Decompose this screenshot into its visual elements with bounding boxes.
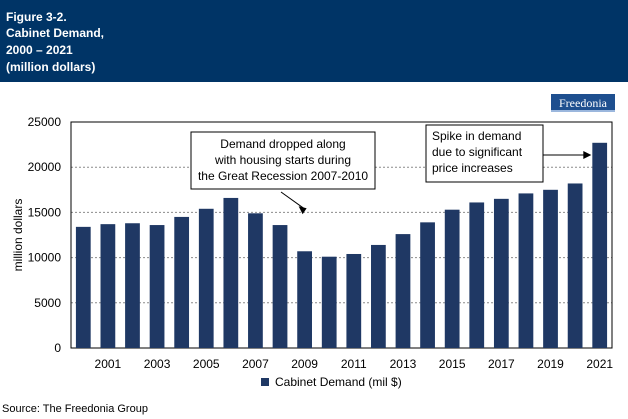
bar-2013 bbox=[395, 234, 411, 348]
bar-2014 bbox=[420, 222, 435, 348]
bar-2007 bbox=[248, 213, 263, 348]
bar-2003 bbox=[149, 225, 165, 348]
annotation-text-recession: with housing starts during bbox=[214, 153, 351, 167]
annotation-box-recession bbox=[190, 131, 376, 190]
figure-header: Figure 3-2. Cabinet Demand, 2000 – 2021 … bbox=[0, 0, 628, 82]
y-axis-label: million dollars bbox=[11, 199, 25, 272]
logo-underline bbox=[551, 110, 615, 112]
annotation-box-spike bbox=[425, 124, 544, 183]
bar-2008 bbox=[272, 225, 288, 348]
legend-label: Cabinet Demand (mil $) bbox=[275, 375, 402, 389]
figure-units: (million dollars) bbox=[6, 60, 96, 74]
figure-title: Cabinet Demand, bbox=[6, 26, 105, 40]
y-tick-label: 5000 bbox=[34, 296, 61, 310]
annotation-arrow-recession bbox=[280, 191, 304, 209]
x-tick-label: 2015 bbox=[439, 357, 466, 371]
legend-swatch bbox=[261, 378, 269, 386]
x-tick-label: 2007 bbox=[242, 357, 269, 371]
x-tick-label: 2019 bbox=[537, 357, 564, 371]
bar-2001 bbox=[100, 224, 116, 348]
annotation-text-spike: due to significant bbox=[432, 145, 523, 159]
bar-2005 bbox=[198, 208, 214, 348]
bar-2012 bbox=[371, 244, 386, 348]
bar-2011 bbox=[346, 253, 362, 348]
figure-period: 2000 – 2021 bbox=[6, 43, 73, 57]
x-tick-label: 2013 bbox=[390, 357, 417, 371]
y-tick-label: 25000 bbox=[28, 115, 62, 129]
bar-2015 bbox=[444, 209, 460, 348]
annotation-arrowhead-spike bbox=[583, 151, 592, 159]
bar-2020 bbox=[567, 183, 583, 348]
annotation-text-spike: price increases bbox=[432, 161, 513, 175]
y-tick-label: 20000 bbox=[28, 160, 62, 174]
y-tick-label: 0 bbox=[54, 341, 61, 355]
plot-border bbox=[70, 121, 613, 349]
y-tick-label: 10000 bbox=[28, 251, 62, 265]
bar-2006 bbox=[223, 197, 239, 348]
bar-2021 bbox=[592, 142, 608, 348]
bar-2019 bbox=[543, 189, 558, 348]
source-note: Source: The Freedonia Group bbox=[2, 403, 148, 415]
y-tick-label: 15000 bbox=[28, 205, 62, 219]
figure-number: Figure 3-2. bbox=[6, 10, 67, 24]
annotation-arrowhead-recession bbox=[298, 206, 307, 215]
x-tick-label: 2001 bbox=[95, 357, 122, 371]
x-tick-label: 2003 bbox=[144, 357, 171, 371]
annotation-text-recession: Demand dropped along bbox=[220, 137, 345, 151]
bar-2018 bbox=[518, 193, 534, 348]
annotation-text-recession: the Great Recession 2007-2010 bbox=[198, 169, 368, 183]
bar-2004 bbox=[174, 216, 190, 348]
bar-2009 bbox=[297, 251, 312, 348]
bar-2000 bbox=[75, 226, 91, 348]
x-tick-label: 2011 bbox=[341, 357, 367, 371]
x-tick-label: 2009 bbox=[291, 357, 318, 371]
x-tick-label: 2021 bbox=[586, 357, 613, 371]
bar-2010 bbox=[321, 256, 337, 348]
bar-2017 bbox=[493, 198, 509, 348]
freedonia-logo: Freedonia bbox=[551, 94, 615, 111]
annotation-text-spike: Spike in demand bbox=[432, 129, 521, 143]
bar-2002 bbox=[125, 223, 140, 348]
x-tick-label: 2005 bbox=[193, 357, 220, 371]
bar-2016 bbox=[469, 202, 485, 348]
x-tick-label: 2017 bbox=[488, 357, 515, 371]
